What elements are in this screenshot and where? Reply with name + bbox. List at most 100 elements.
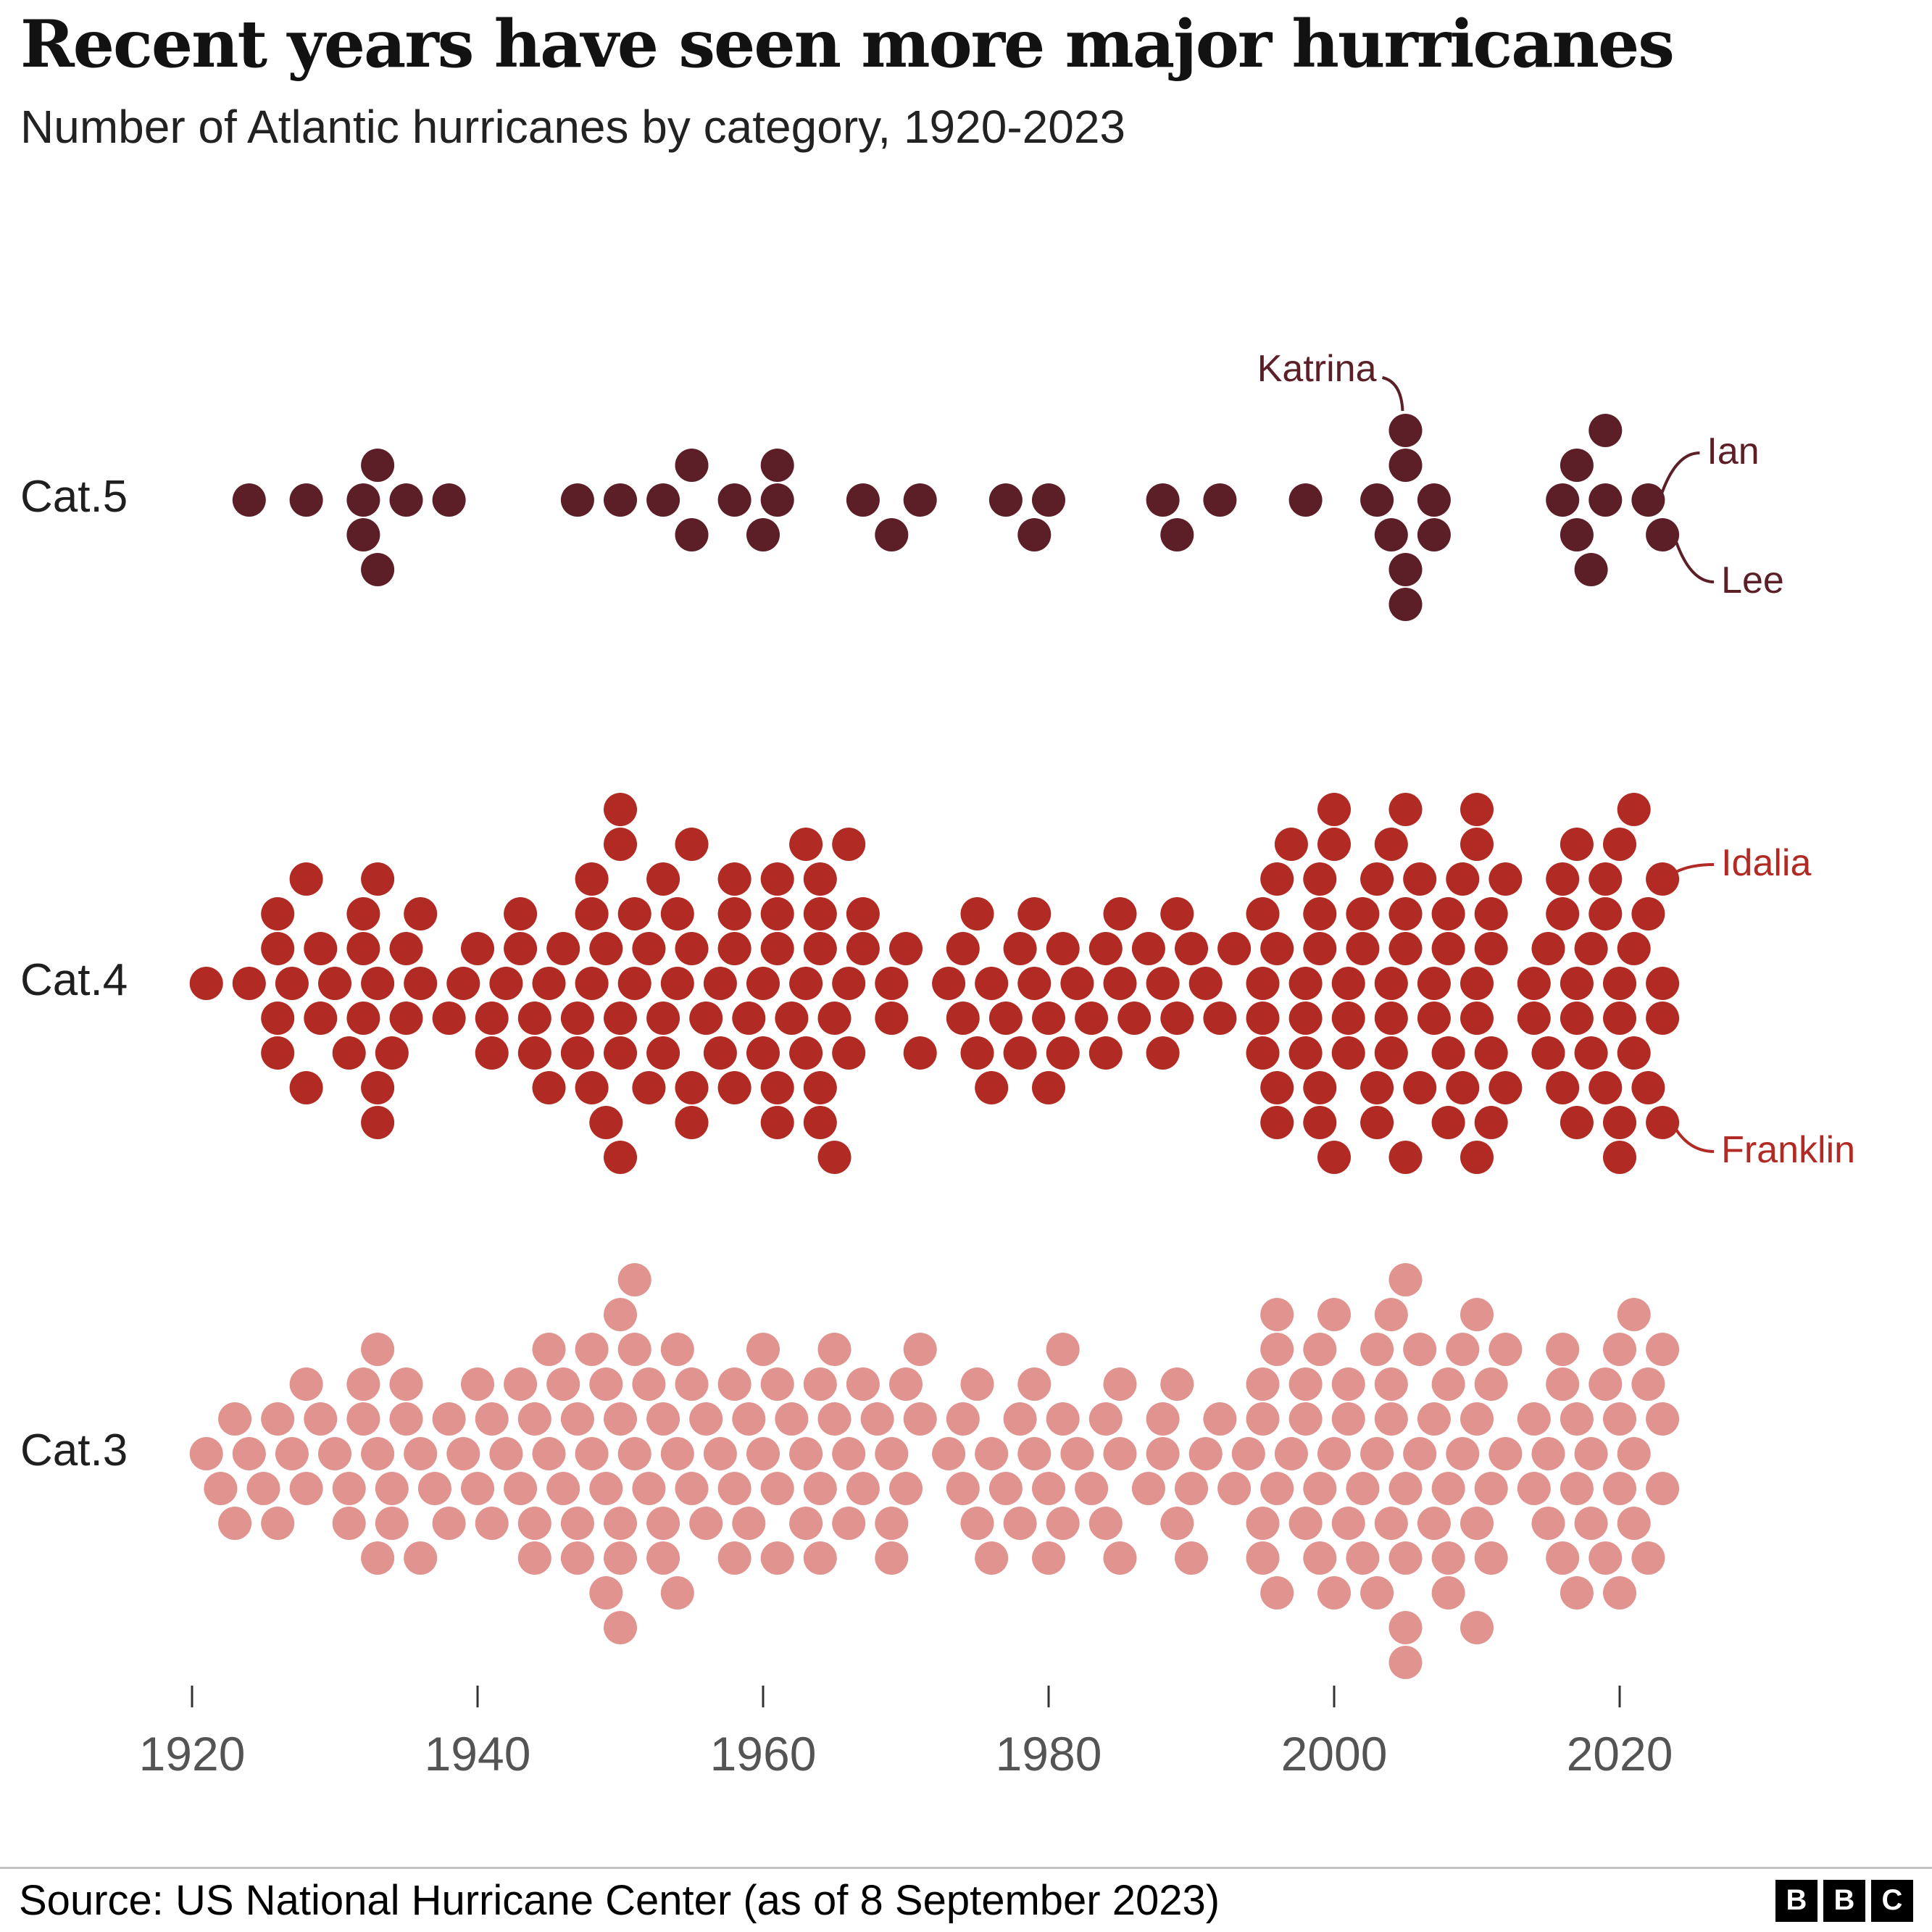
hurricane-dot-cat3-1989 — [1160, 1507, 1194, 1540]
tick-label-1960: 1960 — [709, 1727, 817, 1781]
hurricane-dot-cat3-1996 — [1260, 1576, 1294, 1610]
hurricane-dot-cat3-2006 — [1403, 1437, 1437, 1470]
hurricane-dot-cat4-1950 — [604, 793, 637, 826]
hurricane-dot-cat4-1946 — [546, 932, 580, 965]
hurricane-dot-cat4-2000 — [1317, 793, 1351, 826]
hurricane-dot-cat3-1961 — [760, 1472, 794, 1505]
hurricane-dot-cat3-1981 — [1046, 1333, 1080, 1366]
hurricane-dot-cat4-1958 — [717, 1071, 751, 1104]
hurricane-dot-cat3-2009 — [1446, 1437, 1480, 1470]
hurricane-dot-cat3-2015 — [1531, 1437, 1565, 1470]
hurricane-dot-cat4-1932 — [346, 897, 380, 930]
hurricane-dot-cat3-1955 — [675, 1472, 709, 1505]
hurricane-dot-cat3-2001 — [1331, 1402, 1365, 1436]
hurricane-dot-cat4-2010 — [1460, 1002, 1494, 1035]
hurricane-dot-cat4-1975 — [960, 897, 994, 930]
hurricane-dot-cat3-1954 — [660, 1576, 694, 1610]
hurricane-dot-cat4-1987 — [1131, 932, 1165, 965]
hurricane-dot-cat3-1930 — [318, 1437, 351, 1470]
hurricane-dot-cat3-1964 — [803, 1472, 837, 1505]
hurricane-dot-cat3-2007 — [1417, 1507, 1451, 1540]
hurricane-dot-cat3-1951 — [617, 1437, 651, 1470]
hurricane-dot-cat3-2008 — [1431, 1576, 1465, 1610]
hurricane-dot-cat4-1964 — [803, 862, 837, 896]
hurricane-dot-cat4-2017 — [1560, 828, 1594, 861]
hurricane-dot-cat4-2008 — [1431, 932, 1465, 965]
hurricane-dot-cat3-1971 — [903, 1402, 937, 1436]
hurricane-dot-cat4-1957 — [703, 1036, 737, 1070]
hurricane-dot-cat4-1980 — [1032, 1071, 1065, 1104]
hurricane-dot-cat3-1925 — [246, 1472, 280, 1505]
hurricane-dot-cat3-1941 — [475, 1402, 509, 1436]
hurricane-dot-cat4-2019 — [1589, 897, 1623, 930]
hurricane-dot-cat4-1967 — [846, 897, 880, 930]
hurricane-dot-cat4-1973 — [932, 967, 966, 1000]
hurricane-dot-cat4-1959 — [732, 1002, 766, 1035]
hurricane-dot-cat4-2010 — [1460, 828, 1494, 861]
hurricane-dot-cat3-1974 — [946, 1402, 980, 1436]
hurricane-dot-cat4-1964 — [803, 897, 837, 930]
hurricane-dot-cat4-1999 — [1303, 932, 1337, 965]
hurricane-dot-cat5-1933 — [361, 449, 395, 482]
hurricane-dot-cat4-2020 — [1603, 828, 1636, 861]
hurricane-dot-cat4-1950 — [604, 1036, 637, 1070]
hurricane-dot-cat3-1943 — [504, 1472, 538, 1505]
hurricane-dot-cat3-1928 — [289, 1367, 323, 1401]
hurricane-dot-cat4-1995 — [1246, 1036, 1280, 1070]
hurricane-dot-cat4-1974 — [946, 1002, 980, 1035]
hurricane-dot-cat4-1960 — [746, 967, 780, 1000]
hurricane-dot-cat4-1996 — [1260, 862, 1294, 896]
hurricane-dot-cat4-2020 — [1603, 967, 1636, 1000]
hurricane-dot-cat4-1921 — [189, 967, 223, 1000]
hurricane-dot-cat3-1998 — [1288, 1367, 1323, 1401]
chart-title: Recent years have seen more major hurric… — [20, 6, 1675, 83]
hurricane-dot-cat5-1955 — [675, 449, 709, 482]
hurricane-dot-cat3-1991 — [1188, 1437, 1223, 1470]
hurricane-dot-cat4-1999 — [1303, 1106, 1337, 1139]
hurricane-dot-cat3-1933 — [361, 1541, 395, 1575]
chart-subtitle: Number of Atlantic hurricanes by categor… — [20, 101, 1125, 153]
hurricane-dot-cat3-1979 — [1017, 1437, 1052, 1470]
hurricane-dot-cat3-1999 — [1303, 1472, 1337, 1505]
hurricane-dot-cat4-1944 — [517, 1002, 551, 1035]
hurricane-dot-cat4-1995 — [1246, 1002, 1280, 1035]
hurricane-dot-cat4-2012 — [1488, 1071, 1523, 1104]
hurricane-dot-cat4-1942 — [489, 967, 523, 1000]
hurricane-dot-cat3-1944 — [517, 1507, 551, 1540]
hurricane-dot-cat3-2021 — [1617, 1298, 1651, 1331]
hurricane-dot-cat3-2010 — [1460, 1298, 1494, 1331]
hurricane-dot-cat4-1932 — [346, 1002, 380, 1035]
hurricane-dot-cat4-2019 — [1589, 1071, 1623, 1104]
hurricane-dot-cat4-1945 — [532, 967, 566, 1000]
hurricane-dot-cat4-1981 — [1046, 932, 1080, 965]
hurricane-dot-cat3-1965 — [817, 1333, 852, 1366]
hurricane-dot-cat4-1983 — [1075, 1002, 1109, 1035]
bbc-logo-letter-c: C — [1871, 1879, 1913, 1922]
hurricane-dot-cat3-1921 — [189, 1437, 223, 1470]
hurricane-dot-cat4-1984 — [1088, 932, 1123, 965]
hurricane-dot-cat3-1954 — [660, 1333, 694, 1366]
hurricane-dot-cat5-2018 — [1574, 553, 1608, 586]
hurricane-dot-cat5-1935 — [389, 483, 423, 517]
hurricane-dot-cat4-2015 — [1531, 1036, 1565, 1070]
hurricane-dot-cat4-1988 — [1146, 967, 1180, 1000]
hurricane-dot-cat3-1973 — [932, 1437, 966, 1470]
hurricane-dot-cat4-1933 — [361, 967, 395, 1000]
hurricane-dot-cat4-2015 — [1531, 932, 1565, 965]
hurricane-dot-cat3-2008 — [1431, 1472, 1465, 1505]
hurricane-dot-cat5-1938 — [432, 483, 466, 517]
hurricane-dot-cat3-1992 — [1203, 1402, 1237, 1436]
hurricane-dot-cat3-1967 — [846, 1367, 880, 1401]
hurricane-dot-cat5-2023 — [1646, 518, 1680, 551]
hurricane-dot-cat3-2012 — [1488, 1437, 1523, 1470]
hurricane-dot-cat3-1937 — [417, 1472, 451, 1505]
hurricane-dot-cat4-1929 — [304, 932, 338, 965]
hurricane-dot-cat3-1947 — [560, 1402, 594, 1436]
annotation-franklin: Franklin — [1721, 1129, 1856, 1171]
hurricane-dot-cat4-1995 — [1246, 897, 1280, 930]
hurricane-dot-cat4-2005 — [1388, 897, 1423, 930]
hurricane-dot-cat3-2002 — [1346, 1541, 1380, 1575]
hurricane-dot-cat3-2004 — [1374, 1402, 1408, 1436]
tick-label-2020: 2020 — [1566, 1727, 1673, 1781]
